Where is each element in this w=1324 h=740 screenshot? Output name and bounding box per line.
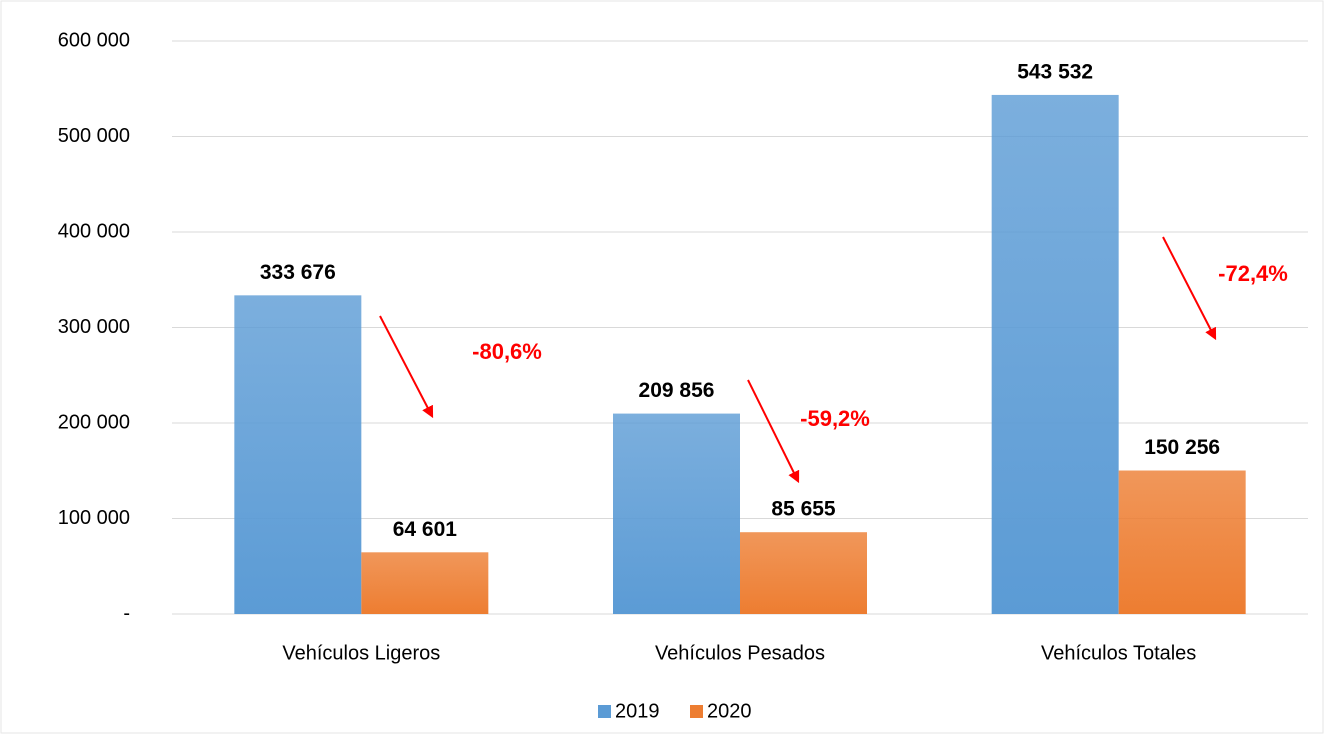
y-tick-label: - [123,602,130,624]
x-tick-label: Vehículos Totales [1041,642,1196,664]
bar [234,295,362,614]
y-tick-label: 100 000 [58,507,130,529]
annotation-arrow [379,315,434,419]
data-label: 543 532 [1017,60,1093,83]
annotation-arrow [1162,236,1217,341]
y-tick-label: 500 000 [58,125,130,147]
x-tick-label: Vehículos Ligeros [282,642,440,664]
legend-swatch [598,705,611,718]
y-tick-label: 200 000 [58,411,130,433]
y-tick-label: 400 000 [58,220,130,242]
bar [740,532,867,614]
data-label: 85 655 [771,498,836,521]
bar [991,94,1119,614]
data-label: 209 856 [639,379,715,402]
annotation-arrow [747,379,800,484]
bar [1118,470,1246,614]
legend-label: 2020 [707,700,752,722]
bar [361,552,489,614]
annotation: -72,4% [1218,261,1288,286]
y-tick-label: 600 000 [58,29,130,51]
data-label: 150 256 [1144,436,1220,459]
data-label: 64 601 [393,518,458,541]
bar [613,413,740,614]
annotation: -80,6% [472,339,542,364]
annotation: -59,2% [800,406,870,431]
legend-swatch [690,705,703,718]
y-tick-label: 300 000 [58,316,130,338]
legend-label: 2019 [615,700,660,722]
x-tick-label: Vehículos Pesados [655,642,825,664]
data-label: 333 676 [260,261,336,284]
